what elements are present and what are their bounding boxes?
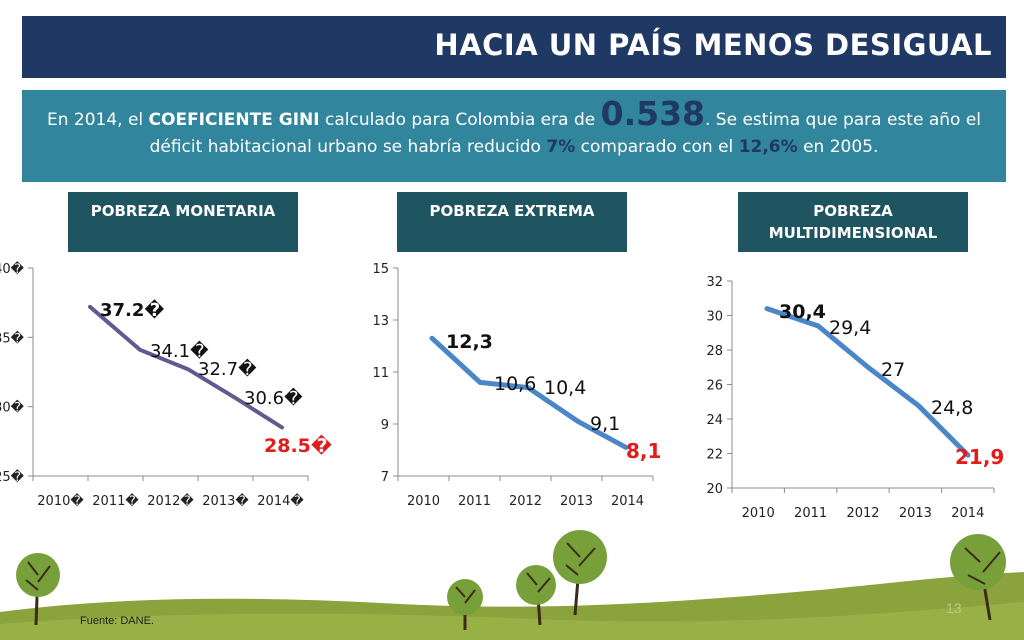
grass-hill-light [0, 602, 1024, 640]
data-point [187, 368, 189, 370]
data-label: 32.7� [198, 358, 257, 380]
y-tick-label: 9 [381, 418, 389, 433]
info-pct-2014: 7% [546, 137, 576, 157]
data-point [281, 426, 283, 428]
data-label: 27 [881, 359, 905, 381]
y-tick-label: 11 [372, 366, 389, 381]
x-tick-label: 2013 [560, 494, 593, 509]
data-point [917, 404, 919, 406]
x-tick-label: 2012 [509, 494, 542, 509]
info-text-3: . Se estima que para este año el déficit… [149, 110, 982, 157]
data-point [817, 325, 819, 327]
trees [16, 530, 1006, 630]
data-label: 8,1 [626, 439, 661, 463]
data-point [235, 397, 237, 399]
data-label: 29,4 [829, 317, 871, 339]
info-pct-2005: 12,6% [738, 137, 798, 157]
page-number: 13 [946, 600, 962, 616]
landscape [0, 572, 1024, 640]
data-point [139, 349, 141, 351]
x-tick-label: 2013� [202, 492, 249, 509]
x-tick-label: 2014 [951, 506, 984, 521]
y-tick-label: 20 [706, 482, 723, 497]
x-tick-label: 2011� [92, 492, 139, 509]
chart-pobreza-monetaria: 25� 30� 35� 40� 2010� 2011� 2012� 2013� 2014� 37.… [0, 260, 332, 509]
data-label: 28.5� [264, 434, 332, 457]
x-tick-label: 2010� [37, 492, 84, 509]
info-text-2: calculado para Colombia era de [319, 110, 601, 130]
x-tick-label: 2014� [257, 492, 304, 509]
y-tick-label: 15 [372, 262, 389, 277]
info-gini-value: 0.538 [600, 94, 705, 133]
y-tick-label: 30� [0, 399, 25, 416]
x-tick-label: 2013 [899, 506, 932, 521]
header-pobreza-extrema: POBREZA EXTREMA [397, 192, 627, 252]
y-tick-label: 26 [706, 379, 723, 394]
data-label: 12,3 [446, 331, 493, 353]
data-point [89, 306, 91, 308]
y-tick-label: 30 [706, 310, 723, 325]
y-tick-label: 40� [0, 260, 25, 277]
y-tick-label: 13 [372, 314, 389, 329]
tree-2 [447, 579, 483, 630]
page-title: HACIA UN PAÍS MENOS DESIGUAL [434, 28, 992, 62]
tree-1 [16, 553, 60, 626]
x-tick-label: 2012� [147, 492, 194, 509]
chart-pobreza-extrema: 7 9 11 13 15 2010 2011 2012 2013 2014 12,310,6 10,4… [372, 262, 661, 509]
x-tick-label: 2011 [458, 494, 491, 509]
chart-pobreza-multidimensional: 20 22 24 26 28 30 32 2010 2011 2012 2013 2014 30,429… [706, 275, 1004, 521]
data-point [967, 454, 969, 456]
data-label: 24,8 [931, 397, 973, 419]
info-gini-label: COEFICIENTE GINI [148, 110, 320, 130]
info-text-5: en 2005. [797, 137, 879, 157]
data-label: 10,6 [494, 373, 536, 395]
data-point [479, 381, 481, 383]
info-box: En 2014, el COEFICIENTE GINI calculado p… [22, 90, 1006, 182]
x-tick-label: 2010 [742, 506, 775, 521]
y-tick-label: 22 [706, 448, 723, 463]
y-tick-label: 32 [706, 275, 723, 290]
info-text-4: comparado con el [575, 137, 739, 157]
data-label: 21,9 [955, 445, 1004, 469]
data-label: 10,4 [544, 377, 586, 399]
header-pobreza-multidimensional: POBREZA MULTIDIMENSIONAL [738, 192, 968, 252]
data-label: 9,1 [590, 413, 620, 435]
info-text-1: En 2014, el [46, 110, 149, 130]
tree-5 [950, 534, 1006, 621]
data-label: 37.2� [100, 299, 164, 321]
data-point [527, 387, 529, 389]
header-pobreza-monetaria: POBREZA MONETARIA [68, 192, 298, 252]
x-tick-label: 2010 [407, 494, 440, 509]
data-point [431, 337, 433, 339]
data-point [577, 420, 579, 422]
data-label: 30,4 [779, 301, 826, 323]
y-tick-label: 35� [0, 329, 25, 346]
data-label: 34.1� [150, 340, 209, 362]
data-label: 30.6� [244, 387, 303, 409]
data-point [625, 446, 627, 448]
y-tick-label: 25� [0, 468, 25, 485]
y-tick-label: 24 [706, 413, 723, 428]
x-tick-label: 2012 [846, 506, 879, 521]
title-bar: HACIA UN PAÍS MENOS DESIGUAL [22, 16, 1006, 78]
x-tick-label: 2011 [794, 506, 827, 521]
tree-4 [553, 530, 607, 616]
data-point [766, 308, 768, 310]
data-point [867, 366, 869, 368]
source-note: Fuente: DANE. [80, 615, 154, 627]
tree-3 [516, 565, 556, 626]
x-tick-label: 2014 [611, 494, 644, 509]
y-tick-label: 28 [706, 344, 723, 359]
y-tick-label: 7 [381, 470, 389, 485]
